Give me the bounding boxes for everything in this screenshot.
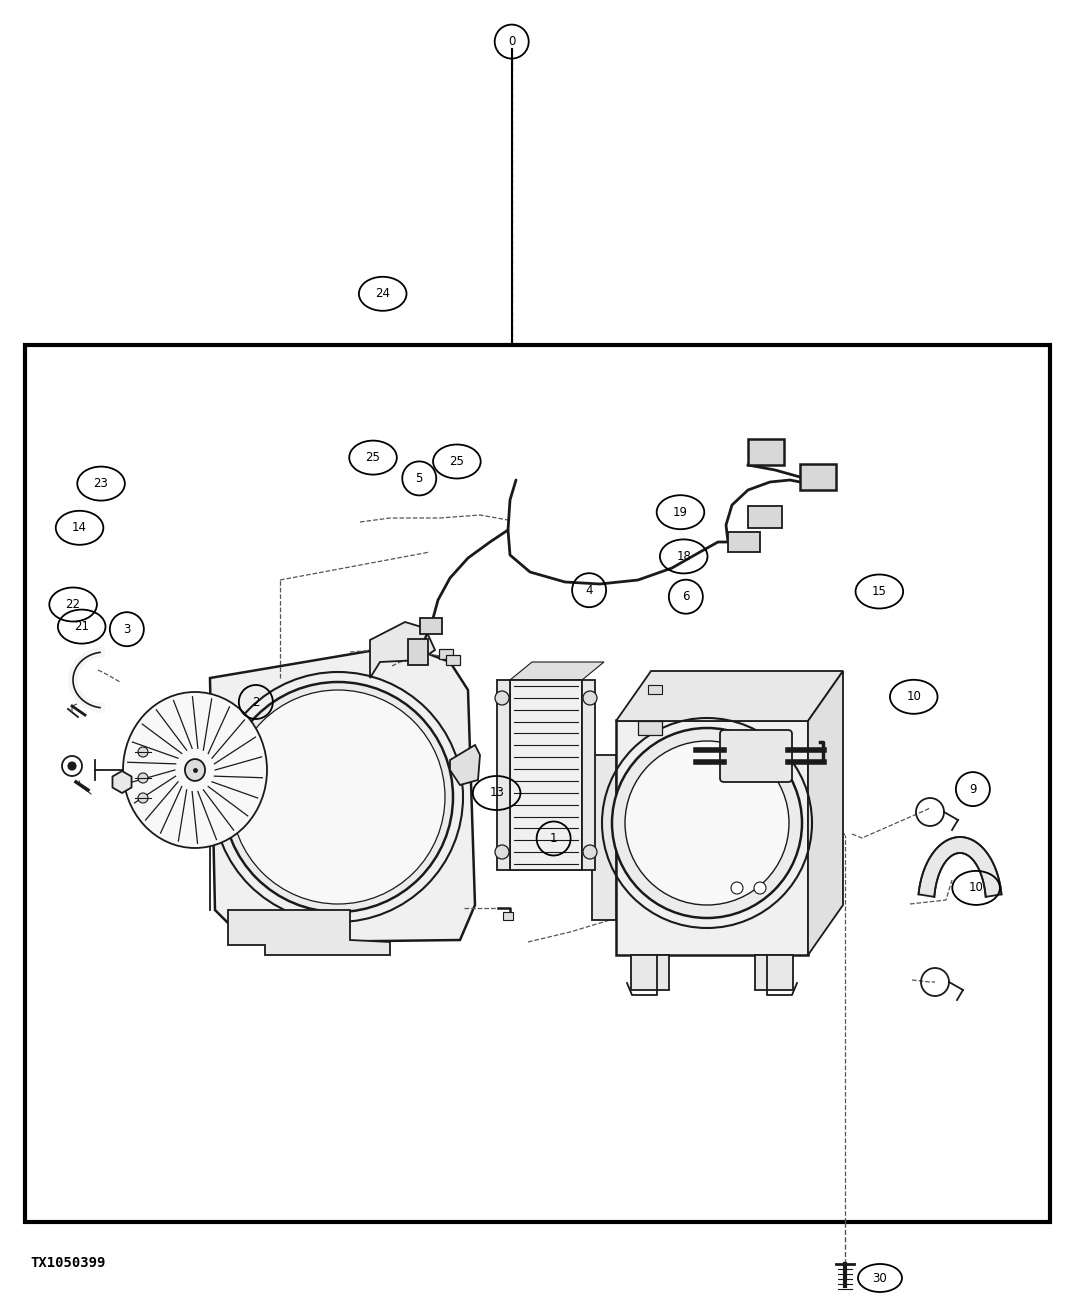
Text: 18: 18 xyxy=(676,550,691,563)
Bar xyxy=(151,728,240,812)
Circle shape xyxy=(223,682,453,913)
Text: 9: 9 xyxy=(970,783,976,796)
Text: 23: 23 xyxy=(94,477,109,490)
Circle shape xyxy=(583,845,597,859)
Bar xyxy=(616,720,808,956)
Circle shape xyxy=(494,845,508,859)
Polygon shape xyxy=(370,621,435,679)
Bar xyxy=(728,532,760,552)
Circle shape xyxy=(231,690,445,904)
Text: 2: 2 xyxy=(253,696,259,708)
Polygon shape xyxy=(450,745,481,785)
Circle shape xyxy=(612,728,802,918)
Bar xyxy=(446,655,460,666)
Polygon shape xyxy=(228,910,390,955)
Text: 22: 22 xyxy=(66,598,81,611)
FancyBboxPatch shape xyxy=(720,731,792,783)
Circle shape xyxy=(138,793,148,803)
Circle shape xyxy=(731,881,743,894)
Polygon shape xyxy=(510,852,604,870)
Circle shape xyxy=(494,692,508,705)
Bar xyxy=(748,506,782,528)
Circle shape xyxy=(754,881,766,894)
Bar xyxy=(582,680,594,870)
Bar xyxy=(631,956,669,991)
Circle shape xyxy=(625,741,789,905)
Polygon shape xyxy=(210,645,475,942)
Circle shape xyxy=(68,762,76,770)
Bar xyxy=(510,680,582,870)
Bar xyxy=(748,439,784,465)
Bar xyxy=(648,685,662,694)
Bar xyxy=(800,464,836,490)
Text: TX1050399: TX1050399 xyxy=(30,1256,105,1270)
Ellipse shape xyxy=(123,692,267,848)
Text: 15: 15 xyxy=(872,585,887,598)
Bar xyxy=(439,649,453,659)
Text: 1: 1 xyxy=(550,832,557,845)
Text: 6: 6 xyxy=(683,590,689,603)
Polygon shape xyxy=(510,662,604,680)
Text: 3: 3 xyxy=(124,623,130,636)
Text: 13: 13 xyxy=(489,786,504,800)
Polygon shape xyxy=(808,671,843,956)
Bar xyxy=(637,722,662,734)
Text: 10: 10 xyxy=(906,690,921,703)
Text: 25: 25 xyxy=(449,455,464,468)
Bar xyxy=(408,640,428,666)
Polygon shape xyxy=(918,837,1002,897)
Circle shape xyxy=(583,692,597,705)
Circle shape xyxy=(138,774,148,783)
Bar xyxy=(497,680,510,870)
Ellipse shape xyxy=(185,759,205,781)
Text: 24: 24 xyxy=(375,287,390,300)
Bar xyxy=(503,913,513,920)
Text: 21: 21 xyxy=(74,620,89,633)
Polygon shape xyxy=(616,671,843,722)
Bar xyxy=(25,344,1050,1222)
Text: 30: 30 xyxy=(873,1271,887,1284)
Bar xyxy=(755,956,793,991)
Bar xyxy=(420,618,442,634)
Text: 14: 14 xyxy=(72,521,87,534)
Text: 25: 25 xyxy=(366,451,381,464)
Circle shape xyxy=(138,747,148,757)
Text: 10: 10 xyxy=(969,881,984,894)
Text: 19: 19 xyxy=(673,506,688,519)
Text: 4: 4 xyxy=(586,584,592,597)
Text: 0: 0 xyxy=(508,35,515,48)
Bar xyxy=(592,755,616,920)
Text: 5: 5 xyxy=(416,472,422,485)
